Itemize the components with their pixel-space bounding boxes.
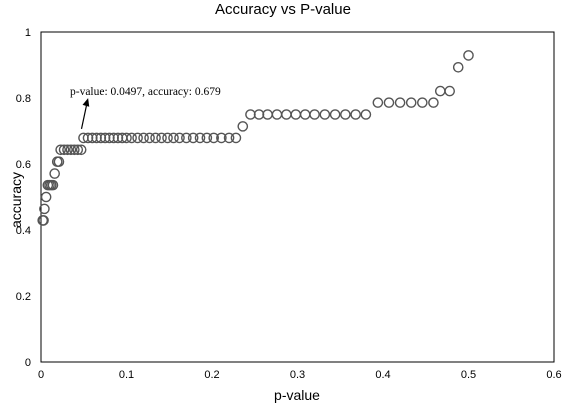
data-point	[39, 203, 50, 215]
data-point	[162, 132, 173, 144]
data-point	[428, 97, 439, 108]
data-point	[75, 144, 87, 156]
data-point	[372, 97, 384, 108]
data-point	[194, 132, 206, 144]
data-point	[132, 132, 143, 144]
x-axis-label: p-value	[274, 387, 320, 403]
data-point	[299, 109, 311, 120]
data-point	[329, 109, 341, 120]
x-tick-label: 0	[38, 369, 44, 381]
data-point	[181, 132, 192, 144]
data-point	[201, 132, 213, 144]
data-point	[444, 85, 455, 97]
data-point	[138, 132, 149, 144]
data-point	[245, 109, 256, 120]
data-point	[290, 109, 302, 120]
data-point	[223, 132, 235, 144]
data-point	[394, 97, 406, 108]
data-point	[434, 85, 446, 97]
data-point	[405, 97, 417, 108]
data-point	[417, 97, 428, 108]
data-point	[144, 132, 155, 144]
annotation-arrowhead	[82, 98, 90, 107]
data-point	[65, 144, 77, 156]
data-point	[187, 132, 199, 144]
data-point	[309, 109, 320, 120]
y-tick-label: 0.8	[16, 93, 31, 105]
data-point	[72, 144, 84, 156]
data-point	[69, 144, 80, 156]
x-tick-label: 0.3	[290, 369, 305, 381]
annotation-label: p-value: 0.0497, accuracy: 0.679	[70, 86, 221, 98]
x-tick-label: 0.2	[204, 369, 219, 381]
data-point	[271, 109, 283, 120]
data-point	[53, 156, 65, 167]
data-point	[237, 121, 249, 132]
data-point	[340, 109, 351, 120]
data-point	[216, 132, 227, 144]
y-tick-label: 0	[25, 357, 31, 369]
data-point	[156, 132, 167, 144]
y-tick-label: 0.6	[16, 159, 31, 171]
data-point	[281, 109, 292, 120]
chart-title: Accuracy vs P-value	[215, 1, 351, 18]
data-point	[55, 144, 66, 156]
data-point	[58, 144, 70, 156]
data-point	[230, 132, 242, 144]
data-point	[168, 132, 179, 144]
x-tick-label: 0.5	[461, 369, 476, 381]
data-point	[319, 109, 331, 120]
data-point	[126, 132, 137, 144]
y-tick-label: 0.4	[16, 225, 31, 237]
data-point	[208, 132, 220, 144]
data-point	[38, 215, 49, 226]
y-tick-label: 1	[25, 27, 31, 39]
data-point	[463, 50, 474, 61]
plot-area-frame	[40, 31, 555, 363]
data-point	[253, 109, 265, 120]
data-point	[174, 132, 185, 144]
data-point	[47, 179, 59, 191]
data-point	[121, 132, 132, 144]
annotation-arrow-line	[80, 102, 88, 130]
y-tick-label: 0.2	[16, 291, 31, 303]
data-point	[150, 132, 161, 144]
data-point	[383, 97, 395, 108]
x-tick-label: 0.6	[546, 369, 561, 381]
data-point	[452, 62, 464, 73]
x-tick-label: 0.4	[375, 369, 390, 381]
data-point	[62, 144, 73, 156]
data-point	[262, 109, 273, 120]
data-point	[360, 109, 372, 120]
x-tick-label: 0.1	[119, 369, 134, 381]
data-point	[40, 191, 52, 203]
data-point	[350, 109, 361, 120]
data-point	[49, 168, 60, 179]
